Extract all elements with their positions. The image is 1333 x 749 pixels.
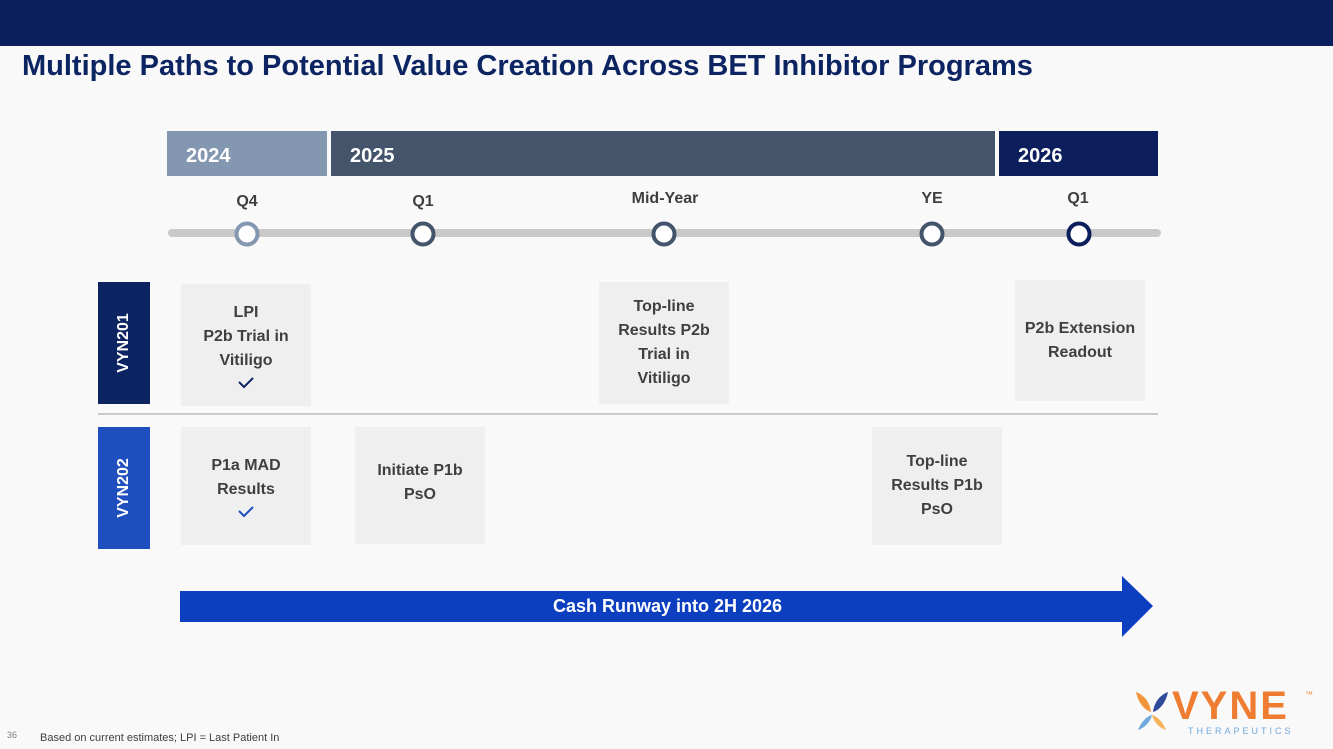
event-text: LPI [233,304,259,321]
logo-icon [1136,692,1168,730]
milestone-label: YE [921,190,943,207]
top-bar [0,0,1333,46]
milestone-dot [410,221,436,247]
event-box: Top-line Results P2b Trial in Vitiligo [599,282,729,404]
event-text: P2b Extension [1024,319,1136,337]
event-text: P2b Trial in [203,328,289,345]
event-text: Top-line [633,298,695,315]
event-box: P1a MAD Results [181,427,311,545]
milestone-dot [234,221,260,247]
check-icon [238,377,254,389]
event-text: PsO [920,501,953,518]
footnote: Based on current estimates; LPI = Last P… [40,732,280,744]
event-text: Top-line [906,453,968,470]
title: Multiple Paths to Potential Value Creati… [22,50,1033,82]
event-text: Initiate P1b [377,462,463,479]
event-text: Results P2b [618,322,710,339]
event-text: Results P1b [891,477,983,494]
event-box: Top-line Results P1b PsO [872,427,1002,545]
milestone-dot [919,221,945,247]
milestone-label: Mid-Year [631,190,699,207]
milestone-label: Q4 [236,193,258,210]
check-icon [238,506,254,518]
milestone-label: Q1 [412,193,434,210]
logo-tm: ™ [1305,690,1313,699]
event-text: Readout [1048,343,1112,361]
page-number: 36 [7,730,18,740]
runway-arrow [180,576,1153,637]
year-2026: 2026 [999,131,1158,176]
event-text: Vitiligo [637,370,691,387]
program-label: VYN201 [98,282,150,404]
milestone-label: Q1 [1067,190,1089,207]
event-text: Vitiligo [219,352,273,369]
event-box: Initiate P1b PsO [355,427,485,544]
year-2025: 2025 [331,131,995,176]
event-text: Trial in [638,346,690,363]
runway-text: Cash Runway into 2H 2026 [552,596,783,616]
program-label: VYN202 [98,427,150,549]
event-box: LPI P2b Trial in Vitiligo [181,284,311,406]
milestone-dot [1066,221,1092,247]
program-name: VYN202 [115,458,132,518]
logo-tagline: THERAPEUTICS [1188,726,1294,736]
event-text: PsO [403,486,436,503]
event-text: P1a MAD [211,457,281,474]
year-2024: 2024 [167,131,327,176]
program-name: VYN201 [115,313,132,373]
logo-name: VYNE [1172,684,1289,728]
event-box: P2b Extension Readout [1015,280,1145,401]
milestone-dot [651,221,677,247]
event-text: Results [217,481,275,498]
